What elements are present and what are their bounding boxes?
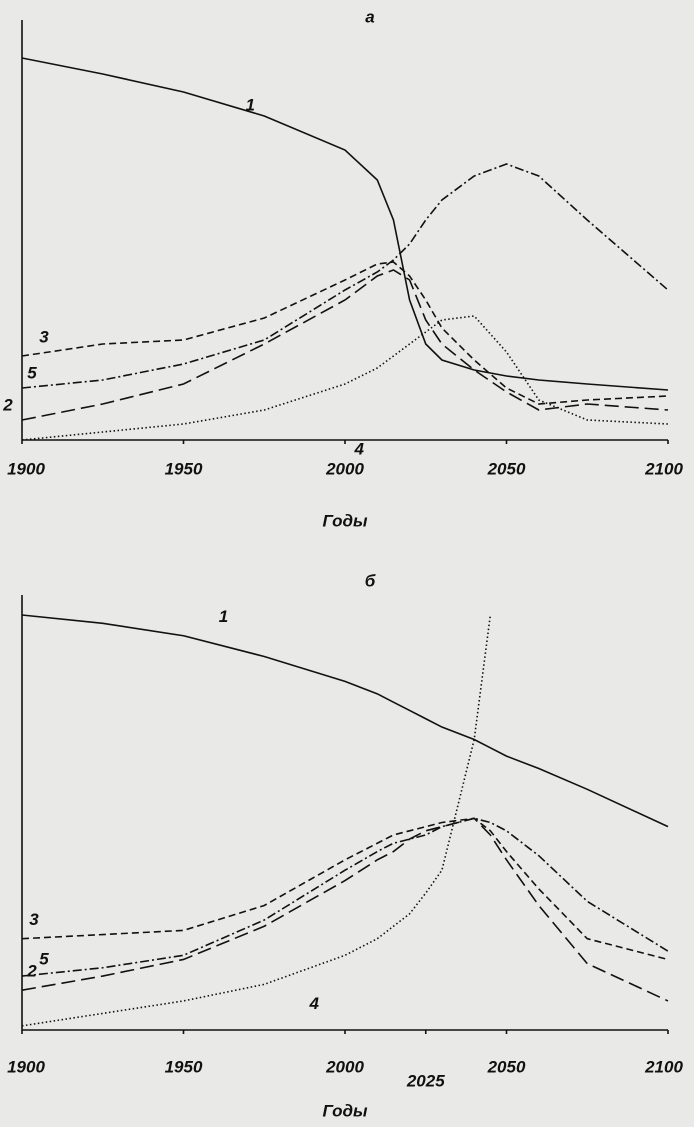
series-label: 4 — [309, 994, 320, 1013]
x-tick-label: 2050 — [487, 1057, 526, 1076]
x-tick-label: 2000 — [325, 1057, 364, 1076]
series-line — [21, 315, 669, 441]
series-line — [21, 163, 669, 389]
series-label: 5 — [27, 363, 37, 382]
x-tick-label: 2050 — [487, 459, 526, 478]
series-label: 2 — [2, 395, 13, 414]
x-tick-label: 1950 — [165, 459, 203, 478]
series-line — [21, 817, 669, 977]
series-line — [21, 261, 669, 405]
series-label: 4 — [354, 439, 365, 458]
chart-title: а — [365, 7, 374, 26]
x-tick-label: 1900 — [7, 1057, 45, 1076]
series-label: 3 — [29, 910, 39, 929]
x-tick-label: 1900 — [7, 459, 45, 478]
x-tick-label: 1950 — [165, 1057, 203, 1076]
series-label: 2 — [26, 962, 37, 981]
series-line — [21, 269, 669, 421]
x-tick-label: 2000 — [325, 459, 364, 478]
x-tick-label: 2100 — [644, 1057, 683, 1076]
x-axis-label: Годы — [323, 511, 368, 530]
series-label: 5 — [39, 950, 49, 969]
series-line — [21, 817, 669, 961]
x-tick-label: 2100 — [644, 459, 683, 478]
series-label: 1 — [246, 95, 255, 114]
x-tick-label: 2025 — [406, 1071, 445, 1090]
series-label: 3 — [39, 327, 49, 346]
x-axis-label: Годы — [323, 1101, 368, 1120]
chart-title: б — [365, 571, 376, 590]
series-label: 1 — [219, 607, 228, 626]
series-line — [21, 817, 669, 1002]
series-line — [21, 57, 669, 391]
series-line — [21, 614, 669, 828]
series-line — [21, 614, 492, 1027]
